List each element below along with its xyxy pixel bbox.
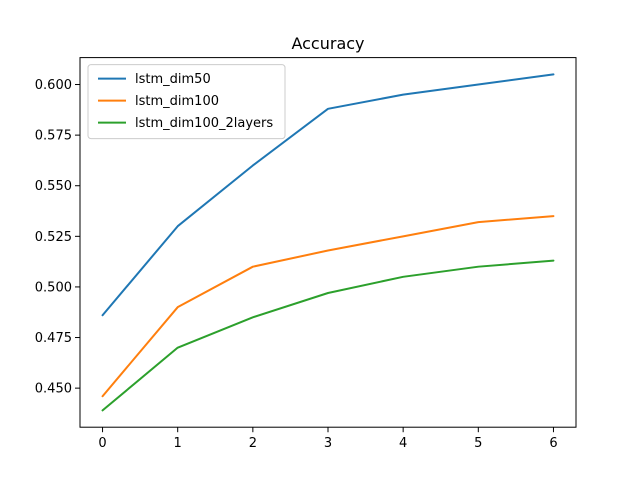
y-tick-label: 0.575 [35, 129, 72, 144]
legend-label-1: lstm_dim100 [135, 94, 219, 109]
y-tick-label: 0.550 [35, 179, 72, 194]
x-tick-label: 2 [249, 436, 257, 451]
series-line-2 [101, 259, 555, 412]
y-tick-label: 0.500 [35, 280, 72, 295]
legend-label-0: lstm_dim50 [135, 72, 211, 87]
x-tick-label: 5 [474, 436, 482, 451]
series-layer [101, 73, 555, 412]
y-tick-label: 0.475 [35, 331, 72, 346]
x-axis: 0 1 2 3 4 5 6 [98, 427, 558, 451]
legend-label-2: lstm_dim100_2layers [135, 116, 273, 131]
x-tick-label: 0 [98, 436, 106, 451]
x-tick-label: 6 [549, 436, 557, 451]
x-tick-label: 1 [174, 436, 182, 451]
y-axis: 0.450 0.475 0.500 0.525 0.550 0.575 0.600 [35, 78, 80, 397]
y-tick-label: 0.600 [35, 78, 72, 93]
x-tick-label: 4 [399, 436, 407, 451]
x-tick-label: 3 [324, 436, 332, 451]
series-line-1 [101, 215, 555, 398]
y-tick-label: 0.450 [35, 382, 72, 397]
legend-box [87, 64, 286, 140]
y-tick-label: 0.525 [35, 230, 72, 245]
legend: lstm_dim50 lstm_dim100 lstm_dim100_2layers [87, 64, 286, 140]
chart-title: Accuracy [291, 34, 364, 53]
